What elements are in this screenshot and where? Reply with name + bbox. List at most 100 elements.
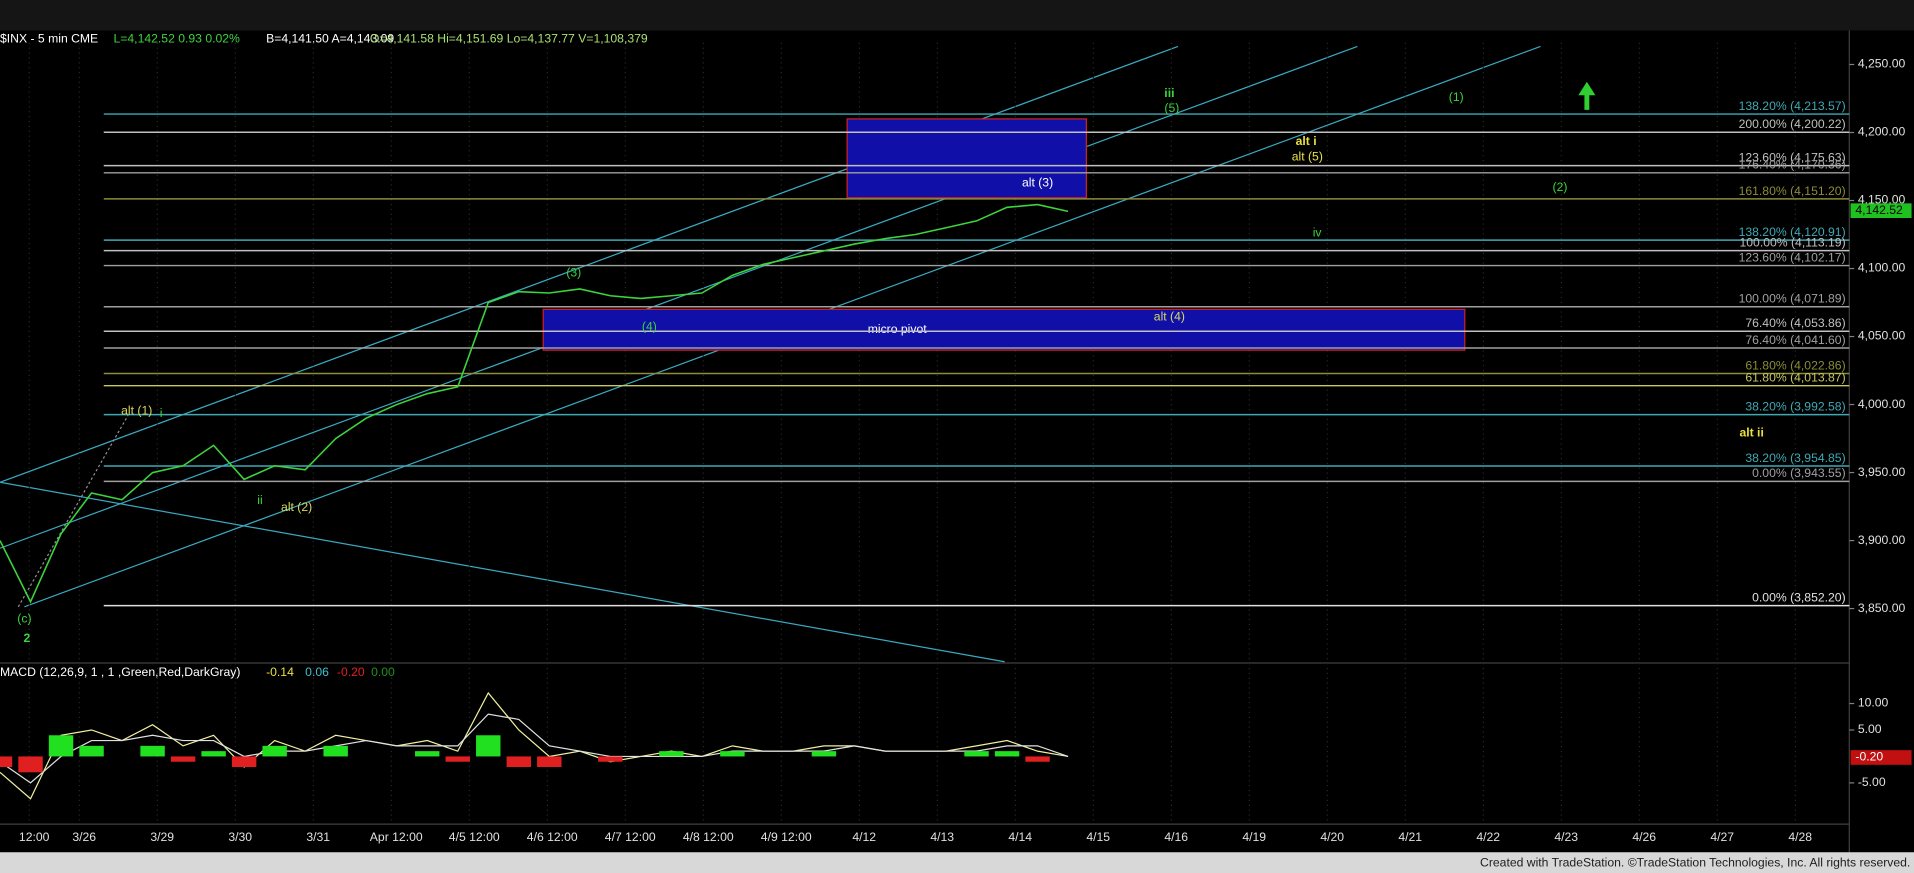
y-tick-label: 5.00 [1858, 722, 1882, 736]
x-tick-label: 4/21 [1398, 830, 1422, 844]
histogram-bar [262, 745, 287, 757]
y-tick-label: -5.00 [1858, 775, 1886, 789]
wave-label: 2 [23, 631, 30, 645]
y-tick-label: 3,850.00 [1858, 601, 1906, 615]
histogram-bar [445, 756, 470, 762]
x-tick-label: 4/8 12:00 [683, 830, 734, 844]
macd-readout: -0.14 [266, 665, 294, 679]
fib-label: 61.80% (4,013.87) [1745, 371, 1845, 385]
x-tick-label: 4/26 [1632, 830, 1656, 844]
y-tick-label: 3,950.00 [1858, 465, 1906, 479]
macd-title: MACD (12,26,9, 1 , 1 ,Green,Red,DarkGray… [0, 665, 240, 679]
trend-line [0, 45, 1358, 549]
fib-label: 176.40% (4,170.36) [1739, 158, 1846, 172]
histogram-bar [506, 756, 531, 768]
zone-label: micro pivot [868, 322, 928, 336]
wave-label: alt (2) [281, 500, 312, 514]
histogram-bar [0, 756, 13, 768]
histogram-bar [48, 735, 74, 757]
x-tick-label: Apr 12:00 [370, 830, 423, 844]
x-tick-label: 3/30 [228, 830, 252, 844]
y-tick-label: 4,050.00 [1858, 329, 1906, 343]
histogram-bar [659, 751, 684, 757]
macd-readout: -0.20 [337, 665, 365, 679]
histogram-bar [231, 756, 257, 768]
macd-readout: 0.00 [371, 665, 395, 679]
y-tick-label: 10.00 [1858, 696, 1889, 710]
fib-label: 138.20% (4,213.57) [1739, 99, 1846, 113]
histogram-bar [598, 756, 623, 762]
x-tick-label: 4/5 12:00 [449, 830, 500, 844]
wave-label: (2) [1553, 180, 1568, 194]
x-tick-label: 4/16 [1164, 830, 1188, 844]
header-text: B=4,141.50 A=4,143.09 [266, 31, 394, 45]
header-text: O=4,141.58 Hi=4,151.69 Lo=4,137.77 V=1,1… [370, 31, 648, 45]
y-tick-label: 4,150.00 [1858, 193, 1906, 207]
histogram-bar [323, 745, 348, 757]
histogram-bar [720, 751, 745, 757]
x-tick-label: 3/26 [72, 830, 96, 844]
fib-label: 38.20% (3,954.85) [1745, 451, 1845, 465]
wave-label: alt ii [1739, 426, 1763, 440]
histogram-bar [537, 756, 562, 768]
up-arrow [1578, 81, 1596, 110]
histogram-bar [140, 745, 165, 757]
last-value-label: -0.20 [1855, 750, 1883, 764]
fib-label: 0.00% (3,852.20) [1752, 590, 1846, 604]
x-tick-label: 3/29 [150, 830, 174, 844]
x-tick-label: 4/14 [1008, 830, 1032, 844]
histogram-bar [415, 751, 440, 757]
top-bar [0, 0, 1914, 31]
fib-label: 123.60% (4,175.63) [1739, 151, 1846, 165]
y-tick-label: 4,100.00 [1858, 261, 1906, 275]
x-tick-label: 4/9 12:00 [761, 830, 812, 844]
x-tick-label: 4/13 [930, 830, 954, 844]
macd-readout: 0.06 [305, 665, 329, 679]
histogram-bar [170, 756, 196, 762]
x-tick-label: 4/7 12:00 [605, 830, 656, 844]
histogram-bar [201, 751, 226, 757]
price-axis [1849, 30, 1914, 825]
last-value-tag [1850, 203, 1912, 219]
footer-bar [0, 852, 1914, 873]
wave-label: (5) [1164, 101, 1179, 115]
histogram-bar [79, 745, 104, 757]
wave-label: (4) [642, 319, 657, 333]
histogram-bar [1025, 756, 1050, 762]
wave-label: iii [1164, 86, 1174, 100]
fib-label: 161.80% (4,151.20) [1739, 184, 1846, 198]
fib-label: 138.20% (4,120.91) [1739, 225, 1846, 239]
wave-label: iv [1313, 225, 1323, 239]
x-tick-label: 4/27 [1710, 830, 1734, 844]
wave-label: alt (4) [1154, 310, 1185, 324]
histogram-bar [18, 756, 43, 773]
x-tick-label: 4/6 12:00 [527, 830, 578, 844]
histogram-bar [964, 751, 989, 757]
x-tick-label: 4/22 [1476, 830, 1500, 844]
fib-label: 76.40% (4,053.86) [1745, 316, 1845, 330]
last-value-tag [1850, 750, 1912, 765]
wave-label: (3) [566, 266, 581, 280]
x-tick-label: 4/15 [1086, 830, 1110, 844]
y-tick-label: 4,250.00 [1858, 57, 1906, 71]
footer-text: Created with TradeStation. ©TradeStation… [1480, 855, 1910, 869]
wave-label: i [160, 406, 163, 420]
fib-label: 200.00% (4,200.22) [1739, 117, 1846, 131]
wave-label: ii [257, 493, 262, 507]
fib-label: 100.00% (4,113.19) [1740, 235, 1846, 249]
fib-label: 61.80% (4,022.86) [1745, 358, 1845, 372]
wave-label: (1) [1449, 90, 1464, 104]
macd-line [0, 713, 1069, 784]
arrow-shaft [1584, 92, 1590, 110]
price-line [0, 203, 1069, 604]
histogram-bar [994, 751, 1020, 757]
histogram-bar [811, 751, 837, 757]
y-tick-label: 4,200.00 [1858, 125, 1906, 139]
arrow-head [1578, 81, 1596, 96]
trend-line [0, 481, 1005, 663]
wave-label: (c) [17, 611, 31, 625]
wave-label: alt (3) [1022, 175, 1053, 189]
fib-label: 76.40% (4,041.60) [1745, 333, 1845, 347]
